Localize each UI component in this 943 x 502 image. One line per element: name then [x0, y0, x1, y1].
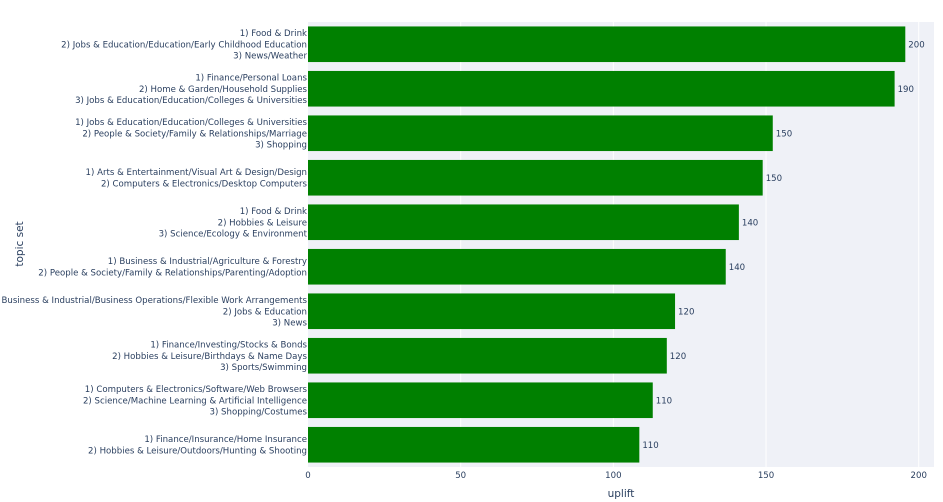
value-label: 190 [898, 85, 914, 95]
category-label-line: 3) Shopping [255, 141, 307, 151]
bar [308, 293, 676, 330]
category-label-line: 2) Home & Garden/Household Supplies [139, 85, 308, 95]
category-label-line: 1) Computers & Electronics/Software/Web … [85, 385, 308, 395]
x-tick-label: 50 [455, 471, 466, 481]
x-axis-title: uplift [608, 488, 635, 500]
category-label-line: 3) Science/Ecology & Environment [159, 230, 308, 240]
x-tick-label: 0 [305, 471, 310, 481]
value-labels: 200 190 150 150 140 140 120 120 110 110 [642, 40, 924, 451]
category-label-line: 2) Computers & Electronics/Desktop Compu… [101, 179, 308, 189]
category-label-line: 2) Hobbies & Leisure [218, 218, 307, 228]
x-tick-labels: 0 50 100 150 200 [305, 471, 927, 481]
bar [308, 248, 726, 285]
category-label-line: 3) News [272, 319, 307, 329]
value-label: 110 [642, 441, 658, 451]
value-label: 110 [656, 396, 672, 406]
y-axis-title: topic set [14, 221, 26, 266]
x-tick-label: 200 [911, 471, 927, 481]
category-label-line: 3) Jobs & Education/Education/Colleges &… [75, 96, 307, 106]
category-label-line: 3) News/Weather [233, 52, 307, 62]
x-tick-label: 100 [605, 471, 621, 481]
bar [308, 26, 906, 63]
category-label-line: 3) Sports/Swimming [220, 363, 307, 373]
category-label-line: 1) Food & Drink [240, 207, 307, 217]
bar [308, 382, 653, 419]
category-label-line: 1) Arts & Entertainment/Visual Art & Des… [86, 168, 307, 178]
category-label-line: 1) Finance/Insurance/Home Insurance [144, 435, 307, 445]
category-label-line: 1) Business & Industrial/Business Operat… [0, 296, 308, 306]
category-label-line: 3) Shopping/Costumes [210, 408, 308, 418]
bar [308, 70, 895, 107]
value-label: 150 [776, 129, 792, 139]
value-label: 140 [742, 218, 758, 228]
value-label: 120 [678, 307, 694, 317]
category-label-line: 2) Jobs & Education/Education/Early Chil… [61, 40, 307, 50]
category-label-line: 2) Jobs & Education [223, 307, 307, 317]
category-label-line: 1) Jobs & Education/Education/Colleges &… [75, 118, 307, 128]
category-label-line: 2) Science/Machine Learning & Artificial… [83, 396, 307, 406]
category-label-line: 2) Hobbies & Leisure/Birthdays & Name Da… [112, 352, 307, 362]
category-label-line: 2) People & Society/Family & Relationshi… [38, 268, 307, 278]
value-label: 140 [729, 263, 745, 273]
value-label: 120 [670, 352, 686, 362]
category-label-line: 2) People & Society/Family & Relationshi… [82, 129, 307, 139]
category-label-line: 1) Finance/Investing/Stocks & Bonds [150, 340, 307, 350]
bars [308, 26, 906, 463]
bar [308, 115, 773, 152]
x-tick-label: 150 [758, 471, 774, 481]
category-label-line: 1) Food & Drink [240, 29, 307, 39]
value-label: 200 [908, 40, 924, 50]
category-label-line: 2) Hobbies & Leisure/Outdoors/Hunting & … [88, 446, 307, 456]
value-label: 150 [766, 174, 782, 184]
bar [308, 426, 640, 463]
bar [308, 159, 763, 196]
bar [308, 337, 667, 374]
category-label-line: 1) Business & Industrial/Agriculture & F… [108, 257, 307, 267]
category-label-line: 1) Finance/Personal Loans [195, 73, 307, 83]
bar [308, 204, 739, 241]
